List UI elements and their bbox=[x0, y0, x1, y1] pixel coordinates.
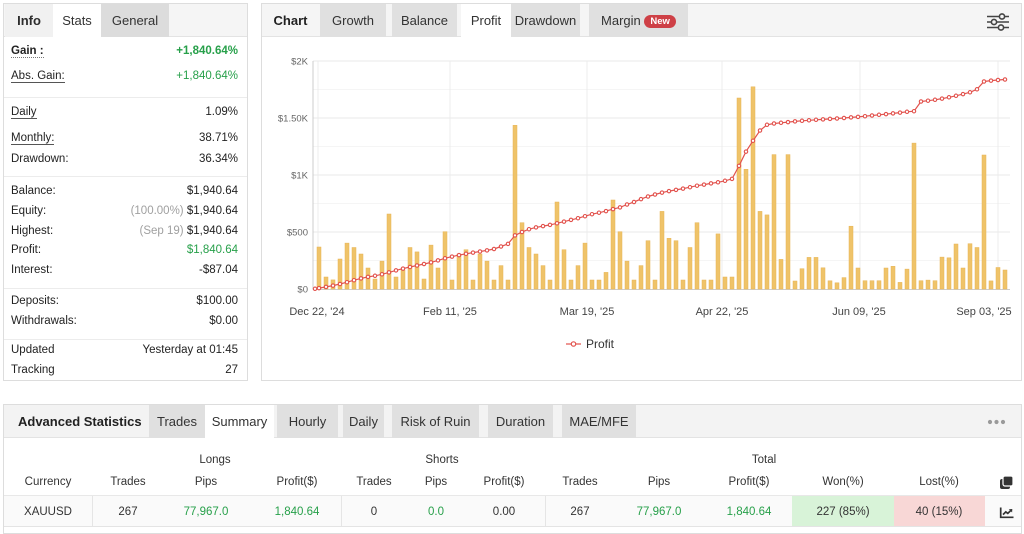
svg-text:$2K: $2K bbox=[291, 57, 309, 68]
svg-text:Jun 09, '25: Jun 09, '25 bbox=[832, 306, 885, 318]
svg-text:Feb 11, '25: Feb 11, '25 bbox=[423, 306, 477, 318]
svg-text:Dec 22, '24: Dec 22, '24 bbox=[289, 306, 344, 318]
svg-text:Sep 03, '25: Sep 03, '25 bbox=[956, 306, 1011, 318]
svg-text:Apr 22, '25: Apr 22, '25 bbox=[696, 306, 749, 318]
svg-text:Profit: Profit bbox=[586, 337, 615, 351]
svg-text:$0: $0 bbox=[297, 285, 308, 296]
svg-text:Mar 19, '25: Mar 19, '25 bbox=[560, 306, 615, 318]
svg-text:$1K: $1K bbox=[291, 171, 309, 182]
svg-text:$500: $500 bbox=[287, 228, 308, 239]
svg-text:$1.50K: $1.50K bbox=[278, 114, 309, 125]
